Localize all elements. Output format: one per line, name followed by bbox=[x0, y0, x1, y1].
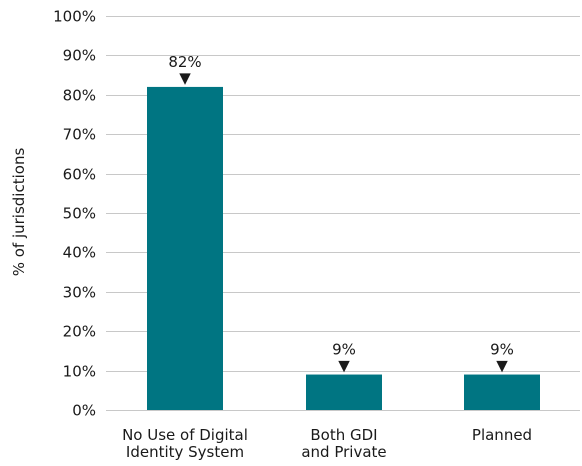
y-tick-label: 50% bbox=[63, 205, 96, 223]
bar bbox=[147, 86, 223, 411]
x-category-label: No Use of Digital bbox=[122, 426, 248, 444]
x-category-label: Both GDI bbox=[310, 426, 377, 444]
bars bbox=[147, 86, 540, 411]
y-tick-label: 0% bbox=[72, 402, 96, 420]
y-tick-label: 10% bbox=[63, 363, 96, 381]
y-tick-label: 80% bbox=[63, 87, 96, 105]
bar bbox=[464, 374, 540, 410]
data-label-marker: ▼ bbox=[338, 357, 350, 375]
y-tick-label: 60% bbox=[63, 166, 96, 184]
y-axis-title: % of jurisdictions bbox=[10, 148, 28, 277]
data-label: 9% bbox=[490, 341, 514, 359]
y-tick-label: 90% bbox=[63, 47, 96, 65]
x-category-label: Identity System bbox=[126, 443, 244, 461]
y-tick-label: 100% bbox=[53, 8, 96, 26]
y-axis-ticks: 0% 10% 20% 30% 40% 50% 60% 70% 80% 90% 100% bbox=[53, 8, 96, 420]
data-label: 9% bbox=[332, 341, 356, 359]
y-tick-label: 40% bbox=[63, 244, 96, 262]
x-category-label: Planned bbox=[472, 426, 532, 444]
data-label-marker: ▼ bbox=[496, 357, 508, 375]
y-tick-label: 20% bbox=[63, 323, 96, 341]
data-label-marker: ▼ bbox=[179, 69, 191, 87]
data-label: 82% bbox=[168, 53, 201, 71]
bar bbox=[306, 374, 382, 410]
y-tick-label: 30% bbox=[63, 284, 96, 302]
y-tick-label: 70% bbox=[63, 126, 96, 144]
x-category-label: and Private bbox=[301, 443, 386, 461]
data-labels: ▼82%▼9%▼9% bbox=[168, 53, 514, 375]
